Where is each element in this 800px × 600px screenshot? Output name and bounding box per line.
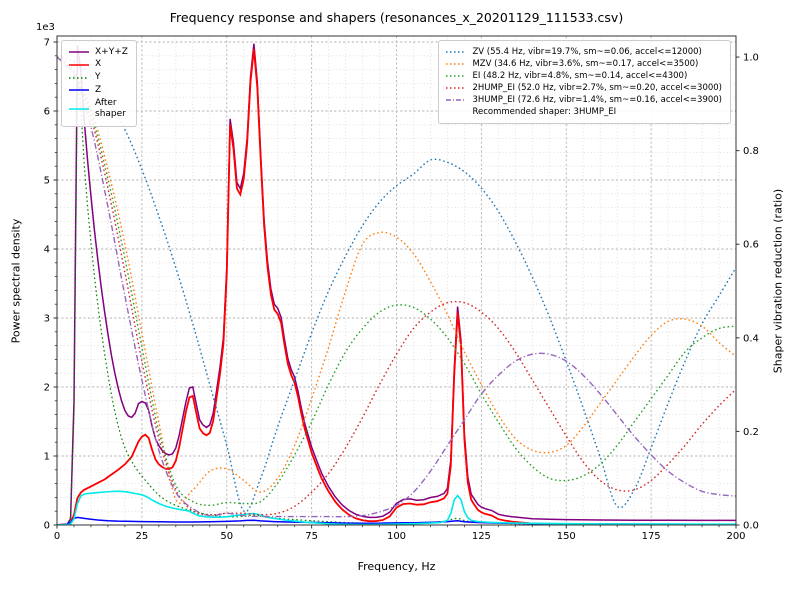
svg-text:7: 7 [44,38,50,49]
svg-text:6: 6 [44,107,50,118]
legend-line-sample [69,64,89,66]
legend-label: X [95,59,102,70]
legend-line-sample [69,107,89,110]
legend-shaper: ZV (55.4 Hz, vibr=19.7%, sm~=0.06, accel… [438,40,731,125]
legend-item: 3HUMP_EI (72.6 Hz, vibr=1.4%, sm~=0.16, … [445,95,722,106]
svg-text:3: 3 [44,314,50,325]
svg-text:0: 0 [54,531,60,542]
legend-label: ZV (55.4 Hz, vibr=19.7%, sm~=0.06, accel… [472,46,702,57]
svg-text:2: 2 [44,383,50,394]
svg-text:25: 25 [136,531,149,542]
legend-label: Z [95,84,102,95]
legend-item: EI (48.2 Hz, vibr=4.8%, sm~=0.14, accel<… [445,71,722,82]
legend-label: Recommended shaper: 3HUMP_EI [472,107,617,118]
svg-text:1: 1 [44,452,50,463]
svg-text:175: 175 [642,531,661,542]
svg-text:0.6: 0.6 [743,240,759,251]
chart-title: Frequency response and shapers (resonanc… [169,10,624,25]
legend-label: MZV (34.6 Hz, vibr=3.6%, sm~=0.17, accel… [472,58,699,69]
y-axis-label-right: Shaper vibration reduction (ratio) [771,188,785,374]
psd-curves [57,43,736,525]
svg-text:50: 50 [220,531,233,542]
legend-line-sample [446,87,467,89]
y-right-tick-labels: 0.0 0.2 0.4 0.6 0.8 1.0 [736,53,759,532]
legend-line-sample [446,99,467,102]
legend-item: Z [68,85,128,96]
shaper-curve-ei [57,56,736,507]
svg-text:125: 125 [472,531,491,542]
legend-item: X+Y+Z [68,47,128,58]
legend-item: 2HUMP_EI (52.0 Hz, vibr=2.7%, sm~=0.20, … [445,83,722,94]
legend-item: Recommended shaper: 3HUMP_EI [445,107,722,118]
legend-line-sample [446,75,467,77]
legend-line-sample [446,51,467,53]
shaper-curve-mzv [57,56,736,504]
y-axis-label-left: Power spectral density [9,218,23,344]
svg-text:5: 5 [44,176,50,187]
legend-label: 3HUMP_EI (72.6 Hz, vibr=1.4%, sm~=0.16, … [472,95,722,105]
legend-line-sample [69,89,89,92]
legend-item: MZV (34.6 Hz, vibr=3.6%, sm~=0.17, accel… [445,59,722,70]
svg-text:100: 100 [387,531,406,542]
shaper-curve-2hump_ei [57,56,736,516]
svg-text:0.4: 0.4 [743,333,759,344]
psd-curve-y [57,77,736,525]
legend-label: After shaper [95,97,126,119]
legend-item: X [68,59,128,70]
svg-text:0.0: 0.0 [743,521,759,532]
y-left-tick-labels: 0 1 2 3 4 5 6 7 [44,38,57,532]
psd-curve-after-shaper [57,490,736,525]
svg-text:0.2: 0.2 [743,427,759,438]
svg-text:150: 150 [557,531,576,542]
legend-line-sample [69,76,89,79]
grid-minor [57,36,736,525]
y-axis-multiplier: 1e3 [36,22,55,33]
legend-line-sample [446,63,467,65]
legend-label: 2HUMP_EI (52.0 Hz, vibr=2.7%, sm~=0.20, … [472,82,722,93]
psd-curve-x [57,48,736,525]
shaper-curve-3hump_ei [57,56,736,518]
legend-item: Y [68,72,128,83]
legend-item: After shaper [68,98,128,121]
svg-text:0.8: 0.8 [743,146,759,157]
legend-line-sample [69,51,89,53]
svg-text:200: 200 [726,531,745,542]
x-axis-label: Frequency, Hz [357,560,436,573]
shaper-curve-zv [57,56,736,513]
legend-label: X+Y+Z [95,46,128,57]
legend-label: EI (48.2 Hz, vibr=4.8%, sm~=0.14, accel<… [472,70,688,81]
svg-text:75: 75 [305,531,318,542]
svg-text:4: 4 [44,245,50,256]
legend-item: ZV (55.4 Hz, vibr=19.7%, sm~=0.06, accel… [445,47,722,58]
legend-psd: X+Y+Z X Y Z After shaper [61,40,137,127]
legend-label: Y [95,72,101,82]
svg-text:1.0: 1.0 [743,53,759,64]
svg-text:0: 0 [44,521,50,532]
x-tick-labels: 0 25 50 75 100 125 150 175 200 [54,525,746,542]
